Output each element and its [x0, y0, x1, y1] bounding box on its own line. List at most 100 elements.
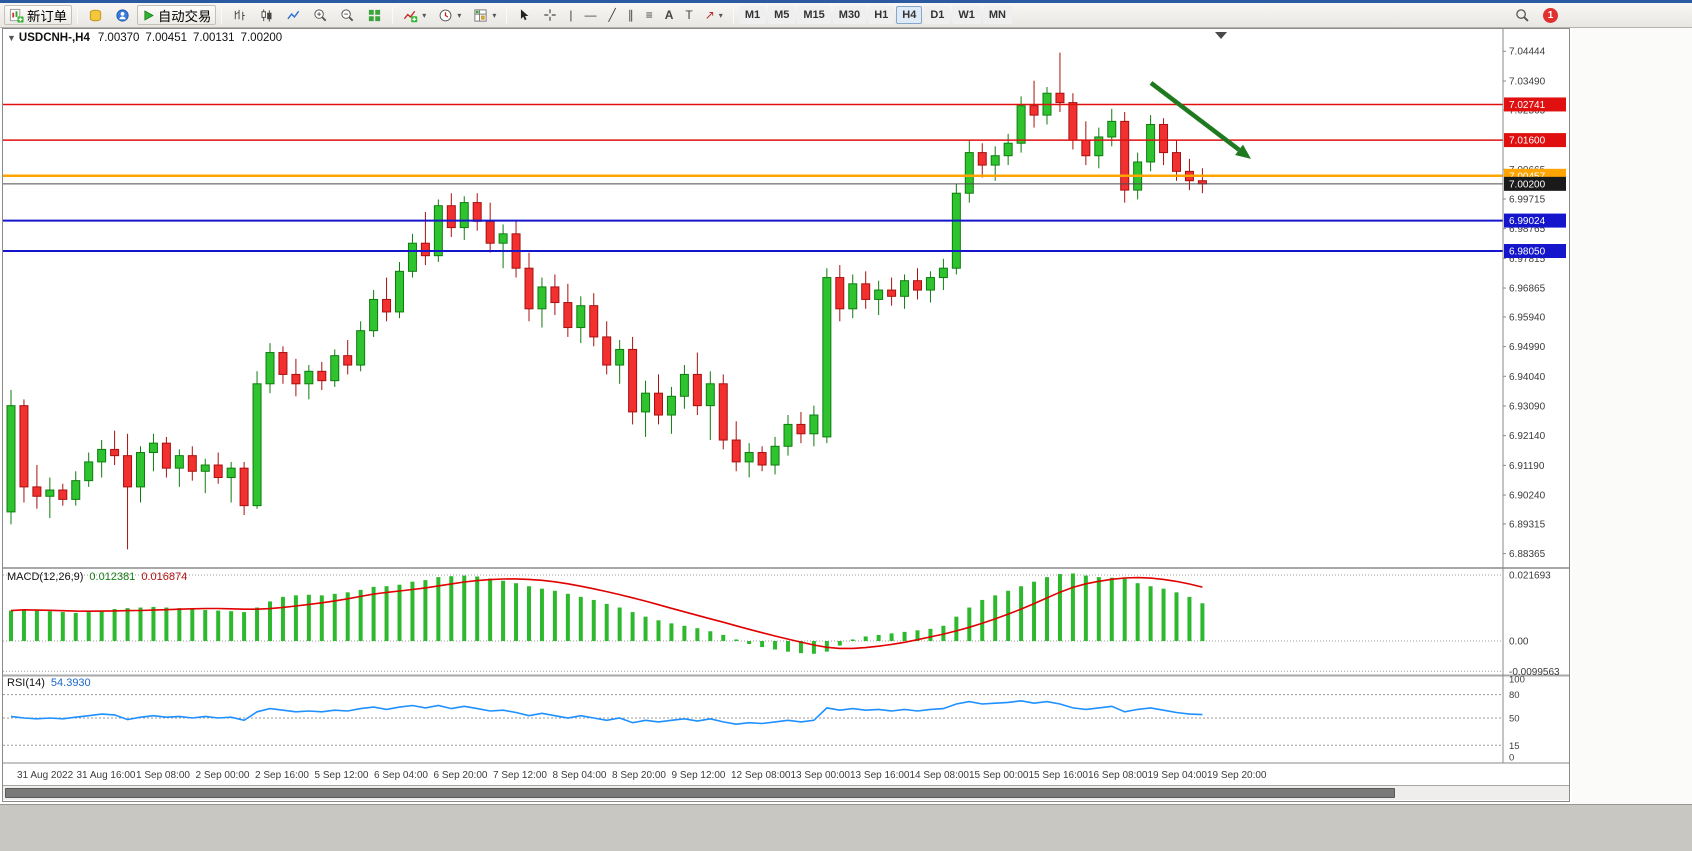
crosshair-icon: [544, 9, 557, 21]
timeframe-h1[interactable]: H1: [868, 6, 895, 24]
toolbar-separator: [76, 6, 78, 24]
horizontal-line-icon: —: [584, 8, 597, 22]
chart-shift-marker[interactable]: [1215, 32, 1227, 39]
macd-bar: [954, 616, 959, 641]
templates-button[interactable]: ▾: [468, 5, 501, 25]
channel-button[interactable]: ∥: [623, 5, 639, 25]
candle: [369, 298, 379, 332]
community-button[interactable]: [110, 5, 135, 25]
macd-bar: [190, 609, 195, 641]
candle: [498, 233, 508, 244]
time-tick-label: 19 Sep 20:00: [1207, 770, 1267, 781]
arrows-button[interactable]: ↗ ▾: [700, 5, 728, 25]
text-button[interactable]: A: [660, 5, 679, 25]
macd-bar: [332, 593, 337, 641]
trend-arrow-head[interactable]: [1235, 144, 1251, 159]
timeframe-m15[interactable]: M15: [797, 6, 831, 24]
time-axis: 31 Aug 2022 31 Aug 16:00 1 Sep 08:00 2 Sep …: [17, 770, 1267, 781]
macd-bar: [630, 612, 635, 641]
macd-bar: [539, 588, 544, 641]
notification-badge[interactable]: 1: [1543, 7, 1558, 23]
candle: [1068, 102, 1078, 141]
candle: [666, 395, 676, 416]
chart-canvas[interactable]: 7.044447.034907.025657.006656.997156.987…: [3, 29, 1569, 784]
timeframe-m1[interactable]: M1: [738, 6, 767, 24]
label-button[interactable]: T: [680, 5, 697, 25]
chevron-down-icon: ▾: [457, 10, 462, 20]
price-panel[interactable]: [3, 52, 1503, 550]
timeframe-h4[interactable]: H4: [896, 6, 923, 24]
macd-bar: [449, 576, 454, 641]
macd-bar: [423, 580, 428, 641]
macd-bar: [112, 609, 117, 641]
macd-bar: [1161, 588, 1166, 641]
deposit-button[interactable]: [83, 5, 108, 25]
candle: [925, 277, 935, 291]
timeframe-mn[interactable]: MN: [982, 6, 1012, 24]
candle: [200, 464, 210, 472]
candle: [887, 289, 897, 297]
candle: [938, 267, 948, 279]
new-order-button[interactable]: 新订单: [4, 5, 72, 25]
price-badge: [1504, 244, 1566, 259]
rsi-tick-label: 80: [1509, 690, 1520, 701]
templates-icon: [474, 8, 487, 22]
indicators-button[interactable]: ▾: [398, 5, 431, 25]
zoom-in-button[interactable]: [308, 5, 333, 25]
rsi-panel[interactable]: 100 80 50 150: [3, 675, 1525, 764]
autotrade-button[interactable]: 自动交易: [136, 5, 217, 25]
trend-arrow[interactable]: [1149, 81, 1241, 152]
horizontal-line-button[interactable]: —: [579, 5, 601, 25]
macd-bar: [34, 610, 39, 641]
window-titlebar-edge: [0, 0, 1692, 3]
bar-chart-button[interactable]: [227, 5, 252, 25]
candle: [757, 452, 767, 466]
macd-bar: [1109, 577, 1114, 641]
trendline-button[interactable]: ╱: [603, 5, 620, 25]
one-click-trading-arrow[interactable]: ▼: [7, 33, 16, 43]
candlestick-chart-button[interactable]: [254, 5, 279, 25]
macd-bar: [980, 599, 985, 641]
tile-windows-button[interactable]: [362, 5, 387, 25]
vertical-line-button[interactable]: |: [564, 5, 577, 25]
price-tick-label: 7.03490: [1509, 77, 1546, 88]
toolbar-separator: [221, 6, 223, 24]
crosshair-button[interactable]: [538, 5, 562, 25]
macd-bar: [229, 611, 234, 641]
macd-bar: [319, 595, 324, 641]
macd-bar: [824, 641, 829, 652]
macd-panel[interactable]: 0.021693 0.00 -0.0099563: [3, 571, 1560, 678]
candle: [446, 205, 456, 229]
candle: [1172, 152, 1181, 172]
fibonacci-button[interactable]: ≡: [641, 5, 658, 25]
candle: [705, 383, 715, 407]
macd-bar: [255, 607, 260, 641]
macd-bar: [1174, 592, 1179, 641]
cursor-button[interactable]: [512, 5, 536, 25]
horizontal-scrollbar[interactable]: [3, 785, 1569, 800]
timeframe-w1[interactable]: W1: [952, 6, 981, 24]
time-tick-label: 16 Sep 08:00: [1088, 770, 1148, 781]
macd-bar: [695, 628, 700, 641]
line-chart-button[interactable]: [281, 5, 306, 25]
zoom-out-button[interactable]: [335, 5, 360, 25]
scrollbar-thumb[interactable]: [5, 788, 1395, 798]
search-button[interactable]: [1510, 5, 1535, 25]
timeframe-m5[interactable]: M5: [768, 6, 796, 24]
price-badge-label: 7.02741: [1509, 100, 1546, 111]
time-tick-label: 9 Sep 12:00: [672, 770, 726, 781]
time-tick-label: 13 Sep 00:00: [791, 770, 851, 781]
price-tick-label: 6.95940: [1509, 312, 1546, 323]
timeframe-m30[interactable]: M30: [832, 6, 867, 24]
timeframe-d1[interactable]: D1: [924, 6, 951, 24]
candle: [407, 242, 417, 272]
candle: [71, 480, 81, 500]
symbol-label: USDCNH-,H4: [18, 32, 90, 44]
chart-window[interactable]: 7.044447.034907.025657.006656.997156.987…: [2, 28, 1570, 802]
periods-button[interactable]: ▾: [433, 5, 466, 25]
macd-bar: [397, 584, 402, 641]
candle: [563, 302, 573, 329]
macd-bar: [552, 590, 557, 641]
candle: [951, 192, 961, 269]
candle: [304, 370, 314, 385]
